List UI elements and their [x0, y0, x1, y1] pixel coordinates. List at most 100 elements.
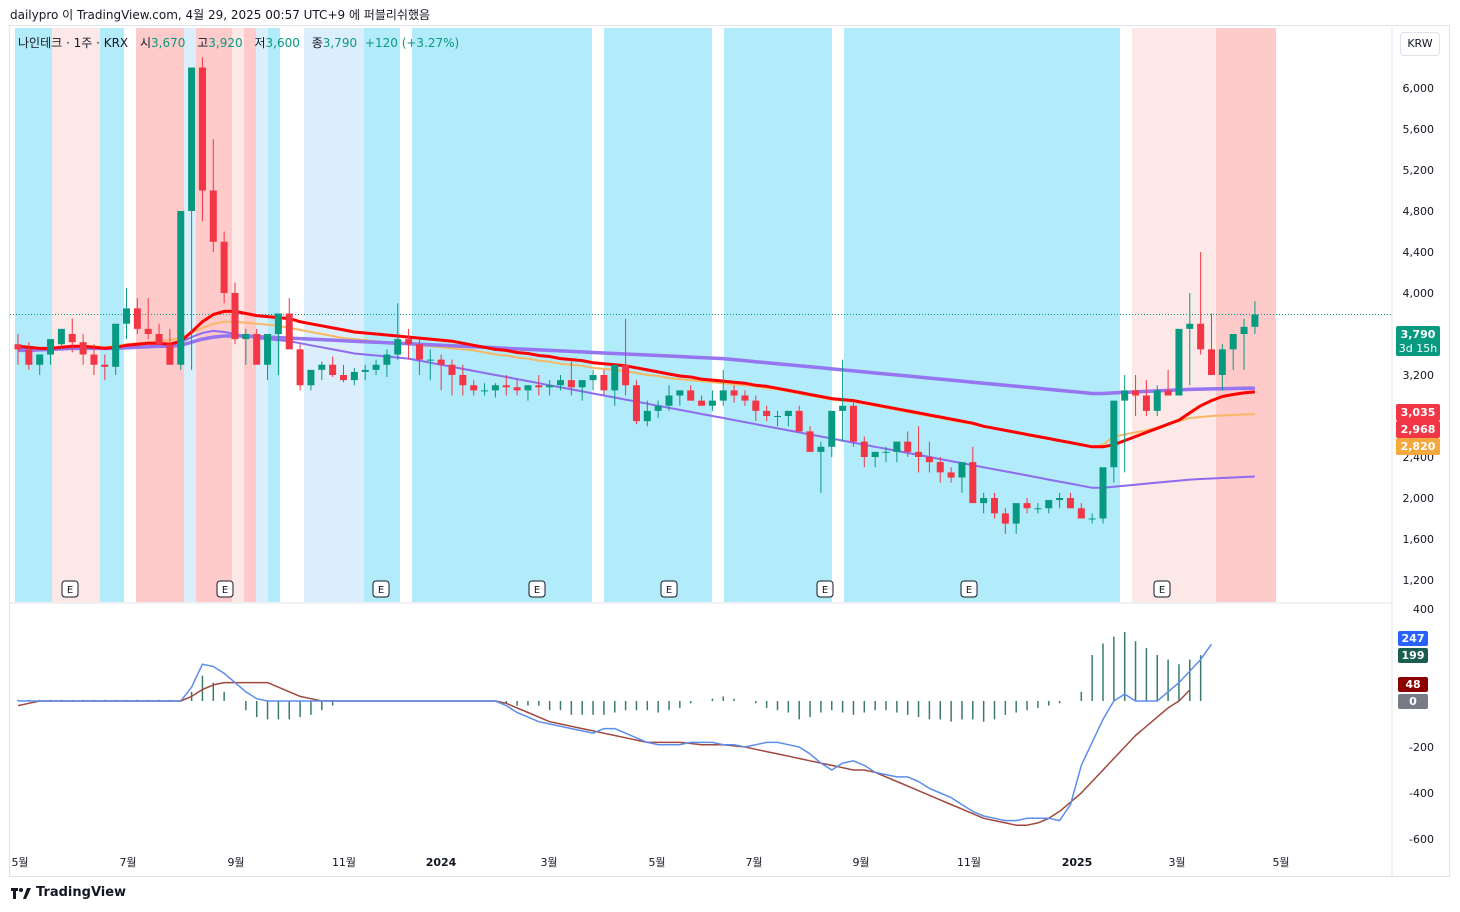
candle-body[interactable]	[752, 400, 760, 411]
candle-body[interactable]	[535, 385, 543, 388]
candle-body[interactable]	[285, 313, 293, 350]
candle-body[interactable]	[361, 369, 369, 372]
candle-body[interactable]	[687, 390, 695, 401]
candle-body[interactable]	[188, 67, 196, 212]
candle-body[interactable]	[415, 344, 423, 360]
earnings-marker[interactable]: E	[960, 580, 978, 598]
candle-body[interactable]	[513, 387, 521, 391]
candle-body[interactable]	[47, 339, 55, 355]
candle-body[interactable]	[947, 472, 955, 478]
candle-body[interactable]	[481, 390, 489, 392]
candle-body[interactable]	[969, 462, 977, 504]
candle-body[interactable]	[470, 385, 478, 391]
candle-body[interactable]	[231, 293, 239, 340]
candle-body[interactable]	[155, 334, 163, 345]
candle-body[interactable]	[871, 451, 879, 457]
candle-body[interactable]	[177, 211, 185, 365]
candle-body[interactable]	[860, 441, 868, 457]
candle-body[interactable]	[166, 344, 174, 365]
candle-body[interactable]	[611, 364, 619, 391]
currency-button[interactable]: KRW	[1400, 32, 1440, 56]
candle-body[interactable]	[209, 190, 217, 242]
candle-body[interactable]	[350, 371, 358, 381]
candle-body[interactable]	[448, 364, 456, 375]
candle-body[interactable]	[578, 380, 586, 388]
candle-body[interactable]	[372, 364, 380, 370]
candle-body[interactable]	[741, 395, 749, 401]
candle-body[interactable]	[806, 431, 814, 452]
candle-body[interactable]	[198, 67, 206, 191]
candle-body[interactable]	[1142, 395, 1150, 411]
candle-body[interactable]	[1110, 400, 1118, 468]
candle-body[interactable]	[1099, 467, 1107, 519]
candle-body[interactable]	[524, 385, 532, 391]
earnings-marker[interactable]: E	[816, 580, 834, 598]
candle-body[interactable]	[849, 405, 857, 442]
candle-body[interactable]	[57, 328, 65, 345]
candle-body[interactable]	[622, 364, 630, 386]
candle-body[interactable]	[1088, 518, 1096, 520]
candle-body[interactable]	[708, 400, 716, 406]
candle-body[interactable]	[68, 334, 76, 343]
candle-body[interactable]	[795, 410, 803, 432]
candle-body[interactable]	[1251, 314, 1259, 327]
candle-body[interactable]	[1208, 349, 1215, 375]
candle-body[interactable]	[557, 380, 564, 386]
candle-body[interactable]	[340, 375, 347, 381]
candle-body[interactable]	[36, 354, 44, 365]
candle-body[interactable]	[817, 446, 825, 452]
candle-body[interactable]	[1023, 503, 1031, 509]
candle-body[interactable]	[307, 369, 315, 386]
candle-body[interactable]	[1229, 334, 1237, 350]
candle-body[interactable]	[112, 323, 120, 367]
earnings-marker[interactable]: E	[528, 580, 546, 598]
candle-body[interactable]	[25, 349, 33, 365]
candle-body[interactable]	[133, 308, 141, 329]
candle-body[interactable]	[1121, 390, 1129, 401]
candle-body[interactable]	[1186, 323, 1194, 329]
candle-body[interactable]	[600, 375, 608, 391]
candle-body[interactable]	[253, 334, 261, 365]
candle-body[interactable]	[882, 451, 890, 453]
earnings-marker[interactable]: E	[1153, 580, 1171, 598]
candle-body[interactable]	[589, 375, 597, 381]
candle-body[interactable]	[784, 410, 792, 416]
candle-body[interactable]	[991, 498, 998, 514]
candle-body[interactable]	[904, 441, 912, 452]
candle-body[interactable]	[144, 328, 152, 334]
earnings-marker[interactable]: E	[216, 580, 234, 598]
candle-body[interactable]	[936, 462, 944, 473]
candle-body[interactable]	[1240, 326, 1248, 334]
candle-body[interactable]	[1034, 508, 1042, 510]
candle-body[interactable]	[220, 241, 228, 293]
candle-body[interactable]	[643, 410, 651, 422]
candle-body[interactable]	[502, 385, 510, 388]
candle-body[interactable]	[1012, 503, 1020, 524]
candle-body[interactable]	[394, 339, 402, 355]
candle-body[interactable]	[546, 385, 554, 388]
candle-body[interactable]	[383, 354, 391, 365]
symbol-name[interactable]: 나인테크 · 1주 · KRX	[18, 36, 129, 50]
candle-body[interactable]	[14, 344, 22, 350]
candle-body[interactable]	[632, 385, 640, 422]
candle-body[interactable]	[264, 334, 272, 365]
candle-body[interactable]	[654, 405, 662, 411]
candle-body[interactable]	[665, 395, 673, 406]
candle-body[interactable]	[1056, 498, 1064, 501]
candle-body[interactable]	[426, 359, 434, 361]
candle-body[interactable]	[1132, 390, 1140, 396]
candle-body[interactable]	[101, 364, 109, 367]
candle-body[interactable]	[915, 451, 923, 457]
candle-body[interactable]	[274, 313, 282, 335]
candle-body[interactable]	[1197, 323, 1205, 350]
candle-body[interactable]	[296, 349, 304, 386]
candle-body[interactable]	[437, 359, 445, 365]
candle-body[interactable]	[79, 342, 87, 355]
earnings-marker[interactable]: E	[61, 580, 79, 598]
candle-body[interactable]	[828, 410, 836, 447]
candle-body[interactable]	[242, 334, 250, 340]
candle-body[interactable]	[925, 457, 933, 463]
candle-body[interactable]	[763, 410, 771, 416]
candle-body[interactable]	[1045, 500, 1053, 509]
